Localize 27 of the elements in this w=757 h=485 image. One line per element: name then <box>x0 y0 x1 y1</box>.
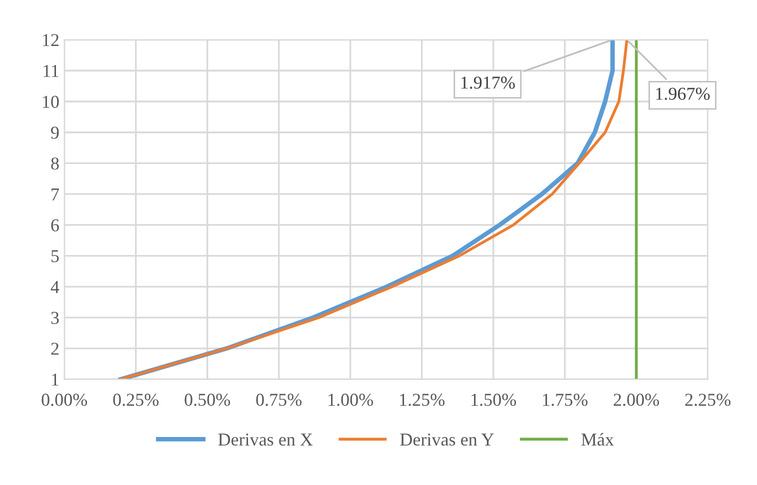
x-tick-label: 0.00% <box>42 394 88 406</box>
x-tick-label: 1.50% <box>472 394 516 406</box>
y-tick-label: 4 <box>50 281 60 293</box>
y-tick-label: 7 <box>52 188 59 200</box>
y-tick-label: 3 <box>51 312 59 324</box>
x-tick-label: 2.25% <box>685 394 730 406</box>
legend-label: Derivas en X <box>218 434 313 446</box>
x-tick-label: 2.00% <box>614 394 660 406</box>
legend-label: Derivas en Y <box>400 434 494 446</box>
y-tick-label: 10 <box>43 96 59 108</box>
legend-label: Máx <box>581 432 614 446</box>
y-tick-label: 11 <box>44 64 58 77</box>
y-tick-label: 2 <box>51 342 58 355</box>
x-tick-label: 1.25% <box>400 394 445 406</box>
annotation: 1.967% <box>656 88 710 100</box>
annotation: 1.917% <box>461 76 515 89</box>
x-tick-label: 0.75% <box>256 394 302 406</box>
x-tick-label: 0.25% <box>113 394 159 406</box>
y-tick-label: 9 <box>51 126 59 139</box>
x-tick-label: 1.75% <box>543 394 588 406</box>
y-tick-label: 12 <box>43 34 58 46</box>
y-tick-label: 1 <box>52 374 58 386</box>
y-tick-label: 5 <box>52 250 59 262</box>
x-tick-label: 0.50% <box>184 394 230 406</box>
y-tick-label: 8 <box>51 157 59 170</box>
y-tick-label: 6 <box>51 219 59 232</box>
x-tick-label: 1.00% <box>328 394 374 406</box>
